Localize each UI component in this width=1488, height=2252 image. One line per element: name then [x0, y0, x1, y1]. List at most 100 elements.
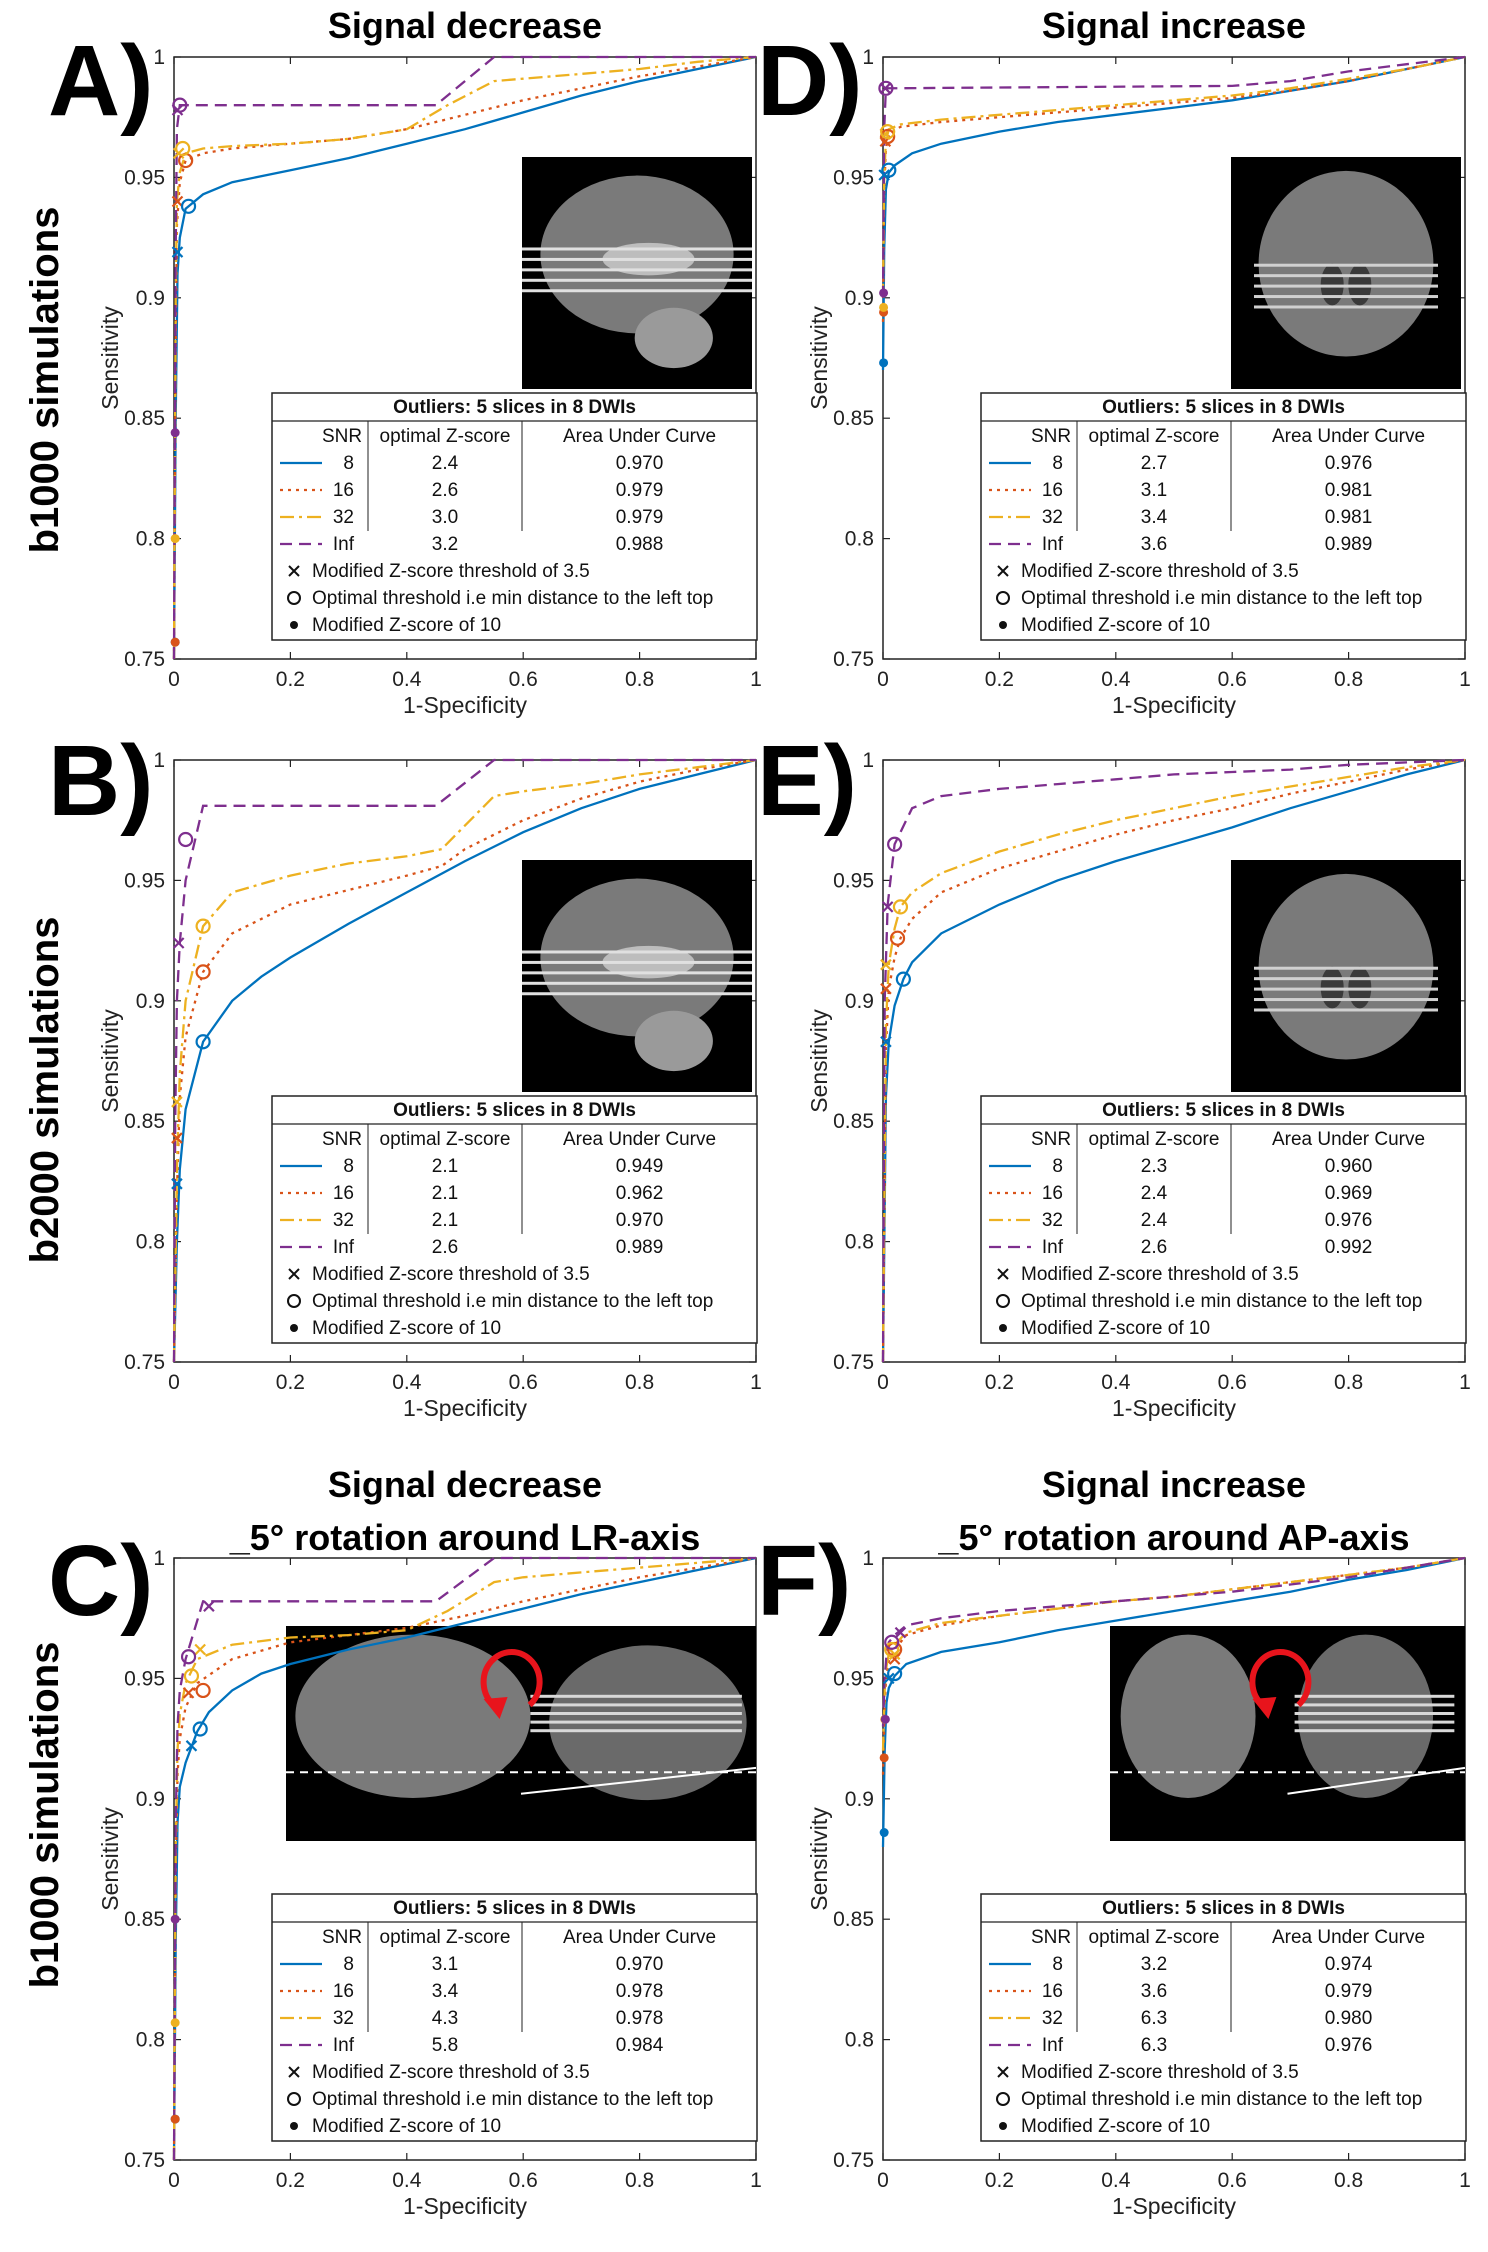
y-tick-label: 0.75: [833, 1351, 874, 1374]
legend-snr-value: 16: [1042, 480, 1063, 501]
brain-left: [295, 1634, 531, 1799]
slice-line: [1254, 274, 1438, 278]
legend-auc-value: 0.960: [1325, 1156, 1373, 1177]
legend-title: Outliers: 5 slices in 8 DWIs: [1102, 1898, 1345, 1919]
marker-circle: [884, 1634, 900, 1650]
legend-auc-value: 0.976: [1325, 2035, 1373, 2056]
brain-left: [1120, 1634, 1256, 1799]
marker-cross: [879, 82, 892, 95]
legend-snr-value: Inf: [333, 534, 355, 555]
legend-snr-value: Inf: [333, 1237, 355, 1258]
legend-cross-symbol: [997, 565, 1009, 577]
legend-zscore-value: 2.6: [1141, 1237, 1167, 1258]
x-tick-label: 1: [1459, 668, 1471, 691]
legend-zscore-value: 2.1: [432, 1156, 458, 1177]
series-line-snr-8: [881, 55, 1466, 371]
y-tick-label: 1: [153, 749, 165, 772]
legend-marker-label: Optimal threshold i.e min distance to th…: [1021, 1291, 1422, 1312]
legend-header-zscore: optimal Z-score: [380, 1129, 511, 1150]
legend-zscore-value: 2.4: [1141, 1183, 1168, 1204]
legend-zscore-value: 3.1: [1141, 480, 1167, 501]
cerebellum: [634, 307, 713, 369]
legend-cross-symbol: [288, 2066, 300, 2078]
legend-zscore-value: 2.6: [432, 1237, 458, 1258]
x-axis-label: 1-Specificity: [403, 2193, 527, 2219]
legend-circle-symbol: [996, 1294, 1010, 1308]
rotated-line: [1287, 1766, 1466, 1795]
legend-zscore-value: 2.4: [432, 453, 459, 474]
legend-auc-value: 0.970: [616, 453, 664, 474]
legend-header-auc: Area Under Curve: [563, 426, 716, 447]
marker-circle: [881, 162, 897, 178]
slice-line: [1294, 1729, 1455, 1733]
series-line-snr-8: [881, 1556, 1466, 1848]
y-tick-label: 0.85: [833, 1908, 874, 1931]
legend-marker-label: Optimal threshold i.e min distance to th…: [312, 2089, 713, 2110]
legend-header-auc: Area Under Curve: [1272, 1129, 1425, 1150]
legend-auc-value: 0.976: [1325, 453, 1373, 474]
marker-cross: [203, 1600, 215, 1612]
slice-line: [1294, 1694, 1455, 1698]
legend-auc-value: 0.949: [616, 1156, 664, 1177]
legend-snr-value: 32: [1042, 2008, 1063, 2029]
x-tick-label: 0.2: [985, 668, 1014, 691]
legend-title: Outliers: 5 slices in 8 DWIs: [393, 1898, 636, 1919]
legend-circle-symbol: [287, 1294, 301, 1308]
legend-title: Outliers: 5 slices in 8 DWIs: [1102, 397, 1345, 418]
legend-zscore-value: 3.2: [1141, 1954, 1167, 1975]
legend-snr-value: 8: [1052, 1156, 1063, 1177]
brain-right: [1298, 1634, 1434, 1799]
marker-circle: [192, 1721, 208, 1737]
legend-snr-value: 32: [1042, 507, 1063, 528]
rotation-arrow-head: [483, 1697, 508, 1719]
legend-header-snr: SNR: [1031, 426, 1071, 447]
slice-line: [522, 971, 752, 975]
legend-zscore-value: 6.3: [1141, 2008, 1167, 2029]
legend-snr-value: Inf: [1042, 1237, 1064, 1258]
panel-B: B) 0 0.2 0.4 0.6 0.8 1 0.75 0.8 0.85 0.9 0.95 1 1-Spe…: [48, 725, 762, 1421]
legend-auc-value: 0.992: [1325, 1237, 1373, 1258]
legend-auc-value: 0.978: [616, 2008, 664, 2029]
y-axis-label: Sensitivity: [806, 1807, 832, 1911]
legend-marker-label: Optimal threshold i.e min distance to th…: [312, 1291, 713, 1312]
series-line-snr-8: [881, 758, 1466, 1363]
legend-zscore-value: 2.6: [432, 480, 458, 501]
panel-E: E) 0 0.2 0.4 0.6 0.8 1 0.75 0.8 0.85 0.9 0.95 1 1-Spe…: [757, 725, 1471, 1421]
x-tick-label: 0.6: [1218, 1371, 1247, 1394]
legend-zscore-value: 2.3: [1141, 1156, 1167, 1177]
marker-cross: [171, 1132, 183, 1144]
y-tick-label: 0.9: [136, 287, 165, 310]
panel-title: _5° rotation around AP-axis: [937, 1517, 1409, 1558]
slice-line: [1294, 1720, 1455, 1724]
marker-circle: [884, 1641, 900, 1658]
y-tick-label: 0.9: [136, 1788, 165, 1811]
legend-dot-symbol: [290, 1324, 298, 1332]
y-tick-label: 0.95: [833, 869, 874, 892]
y-axis-label: Sensitivity: [97, 1009, 123, 1113]
y-axis-label: Sensitivity: [97, 306, 123, 410]
legend-zscore-value: 5.8: [432, 2035, 458, 2056]
x-tick-label: 0.8: [1334, 2169, 1363, 2192]
legend-auc-value: 0.979: [1325, 1981, 1373, 2002]
y-tick-label: 1: [862, 1547, 874, 1570]
legend-auc-value: 0.970: [616, 1210, 664, 1231]
y-tick-label: 0.8: [136, 1231, 165, 1254]
legend-zscore-value: 3.1: [432, 1954, 458, 1975]
series-line-snr-16: [881, 758, 1466, 1363]
x-tick-label: 0: [168, 1371, 180, 1394]
x-axis-label: 1-Specificity: [1112, 692, 1236, 718]
legend-box: [271, 392, 758, 641]
panel-letter: C): [48, 1525, 154, 1637]
series-line-snr-32: [881, 1556, 1466, 1751]
x-tick-label: 0.6: [509, 668, 538, 691]
panel-A: A) Signal decrease 0 0.2 0.4 0.6 0.8 1 0.75 0.8 0.…: [48, 5, 762, 718]
x-tick-label: 0: [168, 2169, 180, 2192]
legend-box: [980, 1095, 1467, 1344]
series-line-snr-inf: [881, 758, 1466, 1363]
legend-auc-value: 0.974: [1325, 1954, 1373, 1975]
legend-snr-value: 32: [1042, 1210, 1063, 1231]
legend-cross-symbol: [288, 565, 300, 577]
marker-circle: [180, 198, 197, 214]
legend: Outliers: 5 slices in 8 DWIs SNR optimal Z…: [980, 1095, 1467, 1344]
